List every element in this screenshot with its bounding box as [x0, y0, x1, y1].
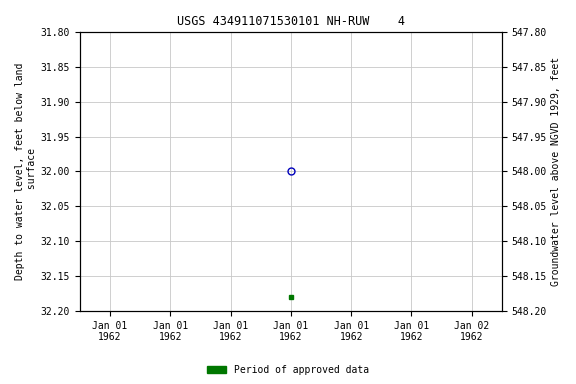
- Y-axis label: Groundwater level above NGVD 1929, feet: Groundwater level above NGVD 1929, feet: [551, 57, 561, 286]
- Legend: Period of approved data: Period of approved data: [203, 361, 373, 379]
- Y-axis label: Depth to water level, feet below land
 surface: Depth to water level, feet below land su…: [15, 63, 37, 280]
- Title: USGS 434911071530101 NH-RUW    4: USGS 434911071530101 NH-RUW 4: [177, 15, 405, 28]
